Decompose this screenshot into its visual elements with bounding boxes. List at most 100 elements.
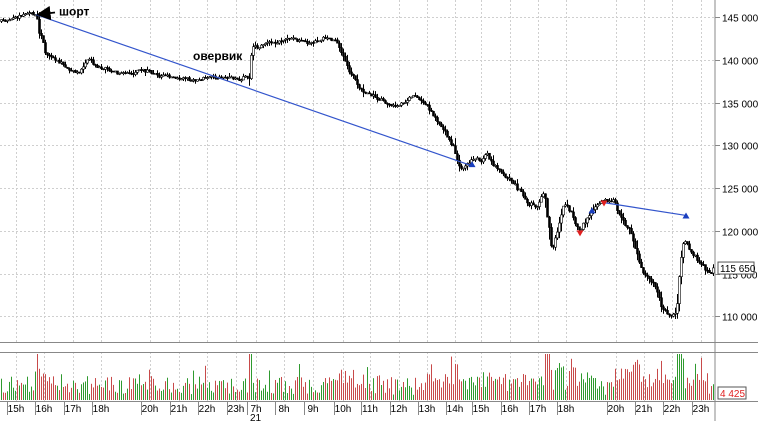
volume-bar [241,389,242,400]
volume-bar [251,354,252,400]
candle [284,38,287,44]
volume-bar [517,378,518,400]
volume-bar [633,364,634,400]
volume-bar [567,385,568,400]
volume-bar [359,385,360,400]
volume-bar [627,369,628,400]
candle [686,241,689,246]
volume-bar [667,379,668,400]
volume-bar [459,379,460,400]
volume-bar [489,372,490,400]
volume-bar [193,370,194,400]
volume-bar [183,385,184,400]
volume-bar [415,377,416,400]
volume-bar [673,380,674,400]
candle [384,99,387,104]
volume-bar [223,380,224,400]
candle [620,209,623,224]
volume-bar [643,376,644,400]
candle [264,42,267,47]
volume-bar [617,380,618,400]
volume-bar [231,378,232,400]
volume-bar [695,363,696,400]
volume-bar [549,354,550,400]
volume-bar [389,388,390,400]
volume-bar [335,379,336,400]
volume-bar [371,391,372,400]
volume-bar [653,382,654,400]
volume-bar [317,392,318,400]
candle [574,216,577,227]
volume-bar [691,385,692,400]
volume-bar [393,394,394,400]
volume-bar [333,379,334,400]
volume-bar [475,385,476,400]
volume-panel [0,352,715,401]
candle [18,12,21,21]
volume-bar [645,379,646,400]
volume-bar [203,382,204,400]
volume-bar [387,379,388,400]
volume-bar [217,385,218,400]
volume-bar [555,370,556,400]
volume-bar [533,378,534,400]
volume-bar [237,389,238,400]
candle [82,62,85,74]
volume-bar [249,354,250,400]
candle [44,39,47,56]
candle [676,294,679,319]
time-tick-label: 23h [693,404,710,415]
candle [62,61,65,67]
volume-bar [553,389,554,400]
volume-bar [111,376,112,400]
volume-bar [507,390,508,400]
volume-bar [265,384,266,400]
candle [150,70,153,75]
volume-bar [457,364,458,400]
candle [546,197,549,218]
volume-bar [285,381,286,400]
time-tick-label: 9h [307,404,318,415]
volume-bar [17,380,18,400]
volume-bar [15,390,16,400]
volume-bar [103,387,104,400]
volume-bar [709,393,710,400]
volume-bar [95,378,96,400]
candle [644,270,647,278]
candle [640,258,643,269]
time-tick-label: 17h [65,404,82,415]
candle [540,194,543,203]
candle [492,155,495,167]
annotation-arrow [36,5,56,21]
time-tick-label: 12h [391,404,408,415]
volume-bar [255,392,256,400]
trade-marker [682,212,690,219]
candle [582,222,585,231]
volume-bar [607,382,608,400]
candle [484,153,487,161]
time-tick-label: 16h [502,404,519,415]
volume-bar [89,393,90,400]
volume-bar [347,382,348,400]
volume-bar [367,367,368,400]
volume-bar [77,389,78,400]
candle [434,113,437,121]
volume-bar [155,385,156,400]
candle [114,70,117,73]
volume-bar [479,377,480,400]
candle [650,276,653,286]
volume-bar [631,371,632,400]
volume-bar [153,378,154,400]
candle [242,73,245,81]
volume-bar [427,373,428,400]
volume-bar [547,354,548,400]
volume-bar [559,363,560,400]
volume-bar [419,387,420,400]
volume-bar [85,381,86,400]
volume-bar [589,377,590,400]
volume-bar [377,376,378,400]
volume-bar [399,390,400,400]
candle [666,306,669,315]
price-axis: 145 000 140 000 135 000 130 000 125 000 120 0… [715,14,758,324]
